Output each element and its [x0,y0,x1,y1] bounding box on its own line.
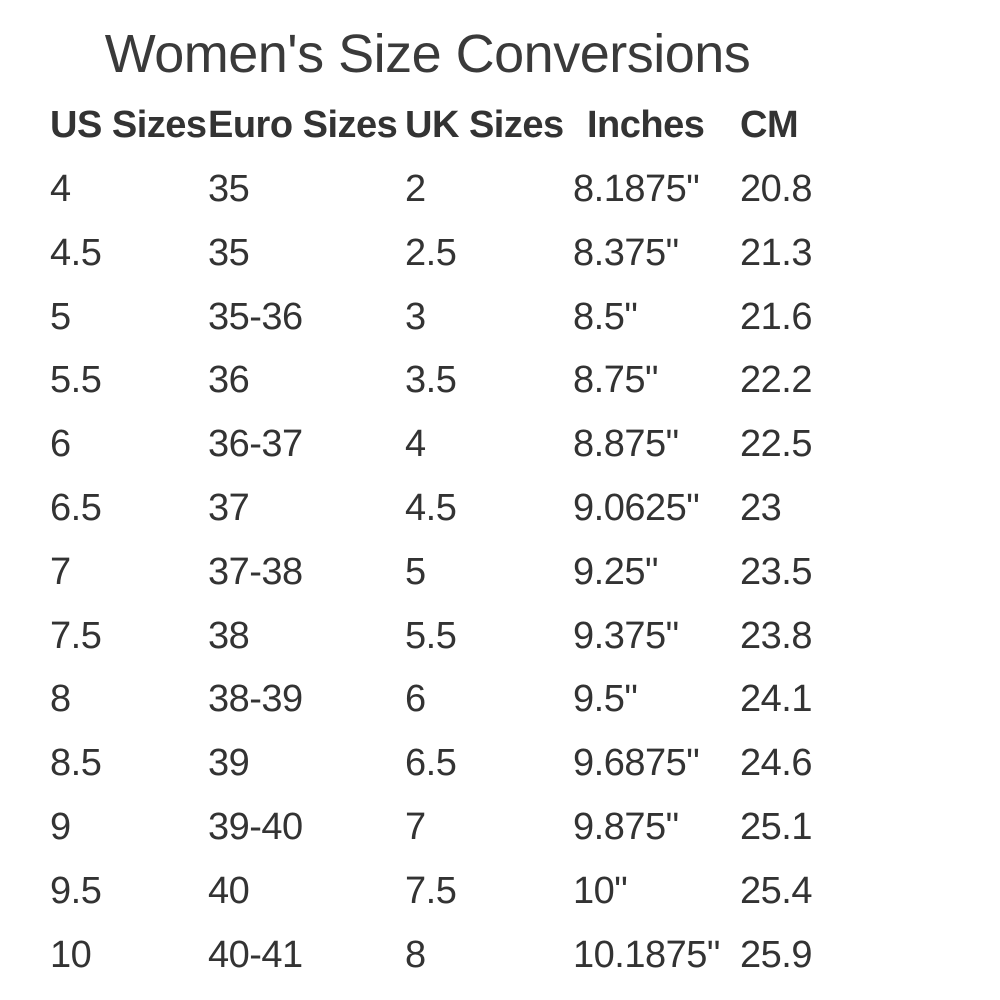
table-cell: 25.1 [740,806,812,849]
table-cell: 24.6 [740,742,812,785]
table-cell: 35 [208,231,250,274]
table-cell: 8.5 [50,742,102,785]
table-cell: 36 [208,359,250,402]
table-cell: 3.5 [405,359,457,402]
table-row: 5 35-36 3 8.5" 21.6 [50,285,812,349]
table-cell: 9.5 [50,869,102,912]
table-cell: 38-39 [208,678,303,721]
table-cell: 35-36 [208,295,303,338]
table-cell: 8.75" [573,359,658,402]
table-row: 4.5 35 2.5 8.375" 21.3 [50,221,812,285]
table-row: 9.5 40 7.5 10" 25.4 [50,859,812,923]
table-cell: 9.875" [573,806,679,849]
table-cell: 37 [208,487,250,530]
page-title: Women's Size Conversions [104,24,751,84]
table-cell: 9.0625" [573,487,700,530]
table-cell: 2.5 [405,231,457,274]
table-cell: 6.5 [50,487,102,530]
size-conversion-table: US Sizes Euro Sizes UK Sizes Inches CM 4… [50,94,812,987]
table-cell: 8 [50,678,71,721]
header-cm: CM [740,104,799,147]
table-cell: 6 [405,678,426,721]
table-row: 8.5 39 6.5 9.6875" 24.6 [50,732,812,796]
table-cell: 5 [50,295,71,338]
table-cell: 5.5 [405,614,457,657]
table-cell: 8.5" [573,295,638,338]
table-cell: 35 [208,168,250,211]
table-cell: 7.5 [405,869,457,912]
table-row: 9 39-40 7 9.875" 25.1 [50,796,812,860]
table-row: 6.5 37 4.5 9.0625" 23 [50,477,810,541]
table-cell: 22.5 [740,423,812,466]
table-cell: 39 [208,742,250,785]
table-cell: 21.3 [740,231,812,274]
table-cell: 8.1875" [573,168,700,211]
table-cell: 8.875" [573,423,679,466]
table-row: 4 35 2 8.1875" 20.8 [50,158,812,222]
table-cell: 25.4 [740,869,812,912]
table-cell: 3 [405,295,426,338]
table-cell: 36-37 [208,423,303,466]
table-cell: 38 [208,614,250,657]
table-cell: 5.5 [50,359,102,402]
table-cell: 2 [405,168,426,211]
table-cell: 6 [50,423,71,466]
table-cell: 9.25" [573,550,658,593]
table-cell: 39-40 [208,806,303,849]
table-cell: 5 [405,550,426,593]
table-cell: 23.5 [740,550,812,593]
header-uk-sizes: UK Sizes [405,104,564,147]
table-cell: 6.5 [405,742,457,785]
table-row: 5.5 36 3.5 8.75" 22.2 [50,349,812,413]
table-row: 7.5 38 5.5 9.375" 23.8 [50,604,812,668]
table-cell: 9.6875" [573,742,700,785]
table-row: 10 40-41 8 10.1875" 25.9 [50,923,812,987]
table-cell: 10 [50,933,92,976]
table-cell: 9 [50,806,71,849]
table-body: 4 35 2 8.1875" 20.8 4.5 35 2.5 8.375" 21.3 5 35-36 3… [50,158,812,987]
table-cell: 9.5" [573,678,638,721]
table-cell: 24.1 [740,678,812,721]
table-cell: 21.6 [740,295,812,338]
table-row: 6 36-37 4 8.875" 22.5 [50,413,812,477]
table-cell: 22.2 [740,359,812,402]
table-cell: 23 [740,487,782,530]
table-cell: 25.9 [740,933,812,976]
table-cell: 4.5 [405,487,457,530]
table-cell: 10.1875" [573,933,720,976]
table-cell: 8.375" [573,231,679,274]
table-row: 7 37-38 5 9.25" 23.5 [50,540,812,604]
table-cell: 4 [50,168,71,211]
table-cell: 7 [405,806,426,849]
header-us-sizes: US Sizes [50,104,207,147]
table-cell: 40-41 [208,933,303,976]
table-cell: 40 [208,869,250,912]
table-cell: 9.375" [573,614,679,657]
table-cell: 4.5 [50,231,102,274]
table-cell: 37-38 [208,550,303,593]
table-cell: 20.8 [740,168,812,211]
table-row: 8 38-39 6 9.5" 24.1 [50,668,812,732]
table-cell: 23.8 [740,614,812,657]
table-cell: 7 [50,550,71,593]
table-cell: 7.5 [50,614,102,657]
table-cell: 10" [573,869,628,912]
table-cell: 8 [405,933,426,976]
table-header-row: US Sizes Euro Sizes UK Sizes Inches CM [50,94,810,158]
table-cell: 4 [405,423,426,466]
header-euro-sizes: Euro Sizes [208,104,398,147]
header-inches: Inches [587,104,705,147]
